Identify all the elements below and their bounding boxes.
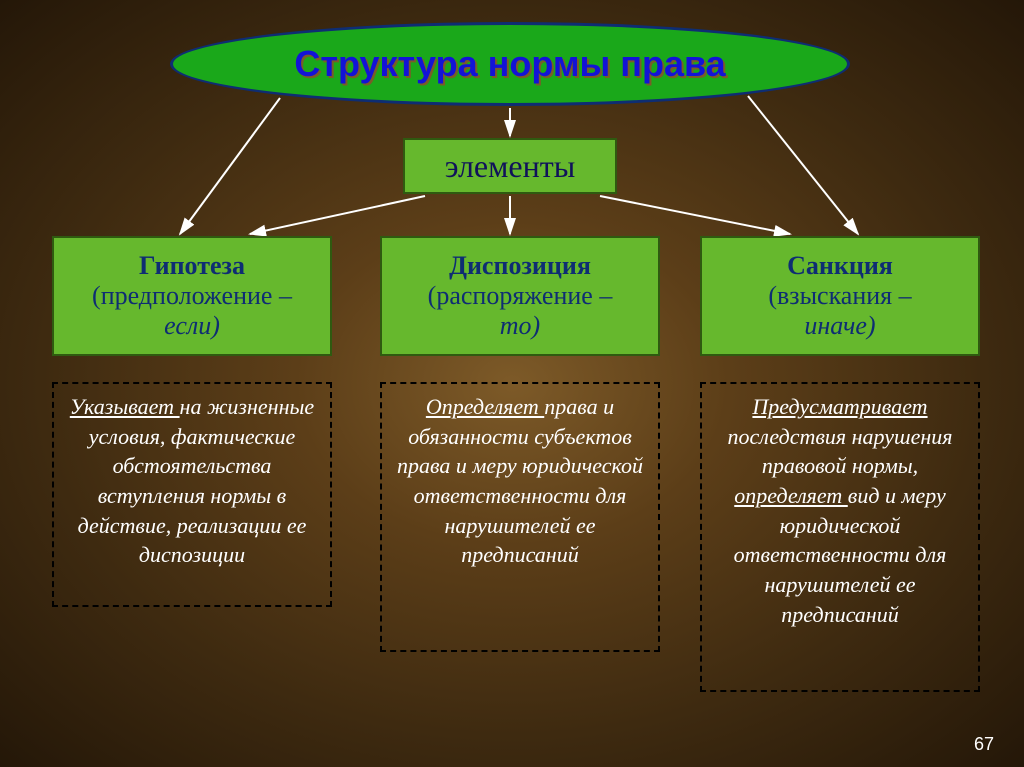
col2-desc-u: Определяет (426, 394, 544, 419)
col3-title: Санкция (787, 251, 893, 281)
col1-desc-rest: на жизненные условия, фактические обстоя… (78, 394, 315, 567)
col3-sub: (взыскания – (768, 281, 911, 311)
title-ellipse: Структура нормы права (170, 22, 850, 106)
col3-kw: иначе) (804, 311, 875, 341)
col2-title: Диспозиция (449, 251, 591, 281)
col1-title-box: Гипотеза (предположение – если) (52, 236, 332, 356)
col3-title-box: Санкция (взыскания – иначе) (700, 236, 980, 356)
diagram-title: Структура нормы права (294, 43, 725, 85)
col2-desc-rest: права и обязанности субъектов права и ме… (397, 394, 643, 567)
col2-desc: Определяет права и обязанности субъектов… (380, 382, 660, 652)
col2-title-box: Диспозиция (распоряжение – то) (380, 236, 660, 356)
col1-kw: если) (164, 311, 220, 341)
col1-sub: (предположение – (92, 281, 292, 311)
page-number: 67 (974, 734, 994, 755)
subtitle-text: элементы (445, 148, 575, 185)
col3-desc-u: Предусматривает (752, 394, 927, 419)
col3-desc-mid: последствия нарушения правовой нормы, (727, 424, 952, 479)
col3-desc-u2: определяет (734, 483, 848, 508)
col1-desc: Указывает на жизненные условия, фактичес… (52, 382, 332, 607)
col1-desc-u: Указывает (70, 394, 180, 419)
col2-kw: то) (500, 311, 540, 341)
col3-desc: Предусматривает последствия нарушения пр… (700, 382, 980, 692)
col1-title: Гипотеза (139, 251, 245, 281)
subtitle-box: элементы (403, 138, 617, 194)
col2-sub: (распоряжение – (428, 281, 613, 311)
